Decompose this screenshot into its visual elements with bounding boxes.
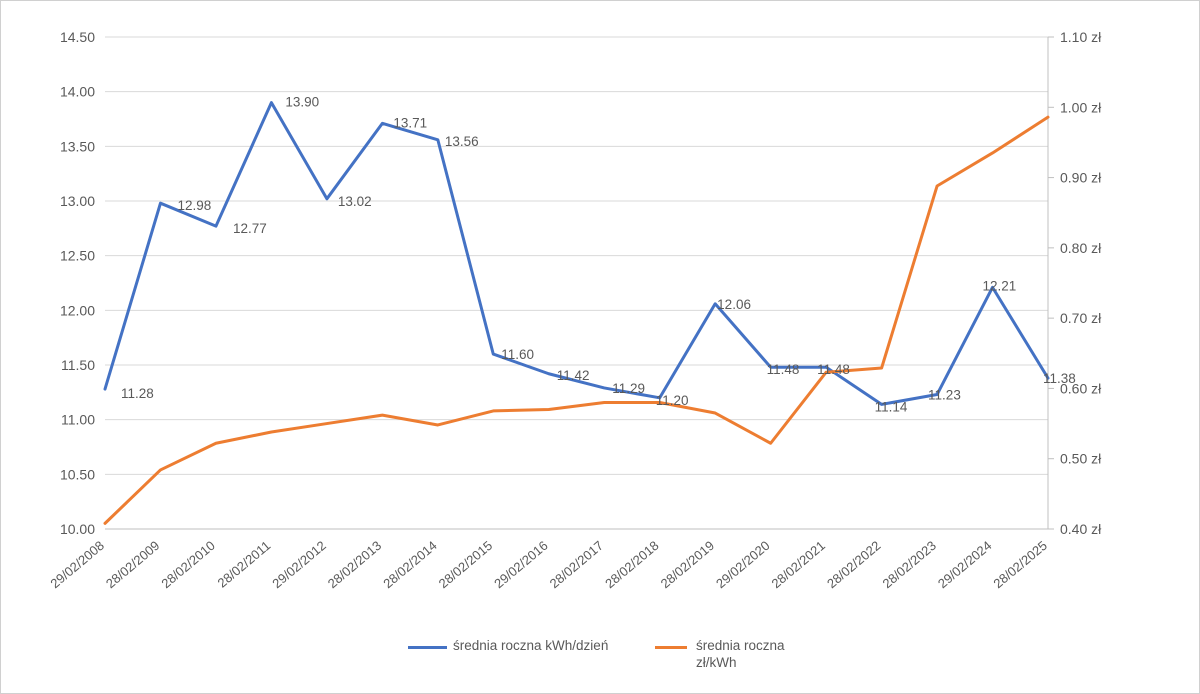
- svg-text:0.70 zł: 0.70 zł: [1060, 310, 1102, 326]
- svg-text:13.00: 13.00: [60, 193, 95, 209]
- svg-text:11.14: 11.14: [875, 399, 908, 414]
- svg-text:1.00 zł: 1.00 zł: [1060, 99, 1102, 115]
- svg-text:11.38: 11.38: [1043, 371, 1076, 386]
- svg-text:28/02/2022: 28/02/2022: [824, 538, 883, 591]
- svg-text:29/02/2016: 29/02/2016: [491, 538, 550, 591]
- svg-text:13.56: 13.56: [445, 134, 479, 149]
- svg-text:11.42: 11.42: [557, 368, 590, 383]
- svg-text:10.50: 10.50: [60, 466, 95, 482]
- svg-text:28/02/2010: 28/02/2010: [158, 538, 217, 591]
- svg-text:11.48: 11.48: [817, 362, 850, 377]
- svg-text:11.20: 11.20: [656, 393, 689, 408]
- svg-text:28/02/2009: 28/02/2009: [103, 538, 162, 591]
- svg-text:28/02/2025: 28/02/2025: [990, 538, 1049, 591]
- svg-text:28/02/2023: 28/02/2023: [879, 538, 938, 591]
- svg-text:11.23: 11.23: [928, 388, 961, 403]
- svg-text:11.60: 11.60: [501, 347, 534, 362]
- svg-text:1.10 zł: 1.10 zł: [1060, 29, 1102, 45]
- svg-text:14.00: 14.00: [60, 84, 95, 100]
- svg-text:28/02/2021: 28/02/2021: [769, 538, 828, 591]
- svg-text:13.50: 13.50: [60, 138, 95, 154]
- svg-text:28/02/2018: 28/02/2018: [602, 538, 661, 591]
- svg-text:29/02/2012: 29/02/2012: [269, 538, 328, 591]
- svg-text:0.90 zł: 0.90 zł: [1060, 170, 1102, 186]
- svg-text:29/02/2020: 29/02/2020: [713, 538, 772, 591]
- svg-text:12.00: 12.00: [60, 302, 95, 318]
- svg-text:12.50: 12.50: [60, 248, 95, 264]
- svg-text:28/02/2014: 28/02/2014: [380, 538, 439, 591]
- svg-text:13.90: 13.90: [285, 95, 319, 110]
- svg-text:10.00: 10.00: [60, 521, 95, 537]
- svg-text:12.21: 12.21: [983, 278, 1017, 293]
- svg-text:14.50: 14.50: [60, 29, 95, 45]
- svg-text:0.50 zł: 0.50 zł: [1060, 451, 1102, 467]
- svg-text:13.02: 13.02: [338, 194, 372, 209]
- svg-text:11.29: 11.29: [612, 381, 645, 396]
- svg-text:12.06: 12.06: [717, 297, 751, 312]
- svg-text:29/02/2024: 29/02/2024: [935, 538, 994, 591]
- svg-text:28/02/2019: 28/02/2019: [658, 538, 717, 591]
- svg-text:11.50: 11.50: [61, 357, 95, 373]
- svg-text:0.80 zł: 0.80 zł: [1060, 240, 1102, 256]
- svg-text:11.28: 11.28: [121, 386, 154, 401]
- svg-text:28/02/2015: 28/02/2015: [436, 538, 495, 591]
- svg-text:12.98: 12.98: [177, 198, 211, 213]
- svg-text:11.48: 11.48: [767, 362, 800, 377]
- svg-text:28/02/2017: 28/02/2017: [547, 538, 606, 591]
- svg-text:28/02/2013: 28/02/2013: [325, 538, 384, 591]
- svg-text:29/02/2008: 29/02/2008: [47, 538, 106, 591]
- svg-text:12.77: 12.77: [233, 221, 267, 236]
- svg-text:13.71: 13.71: [393, 115, 427, 130]
- svg-text:11.00: 11.00: [61, 412, 95, 428]
- svg-text:0.40 zł: 0.40 zł: [1060, 521, 1102, 537]
- svg-text:28/02/2011: 28/02/2011: [215, 538, 274, 591]
